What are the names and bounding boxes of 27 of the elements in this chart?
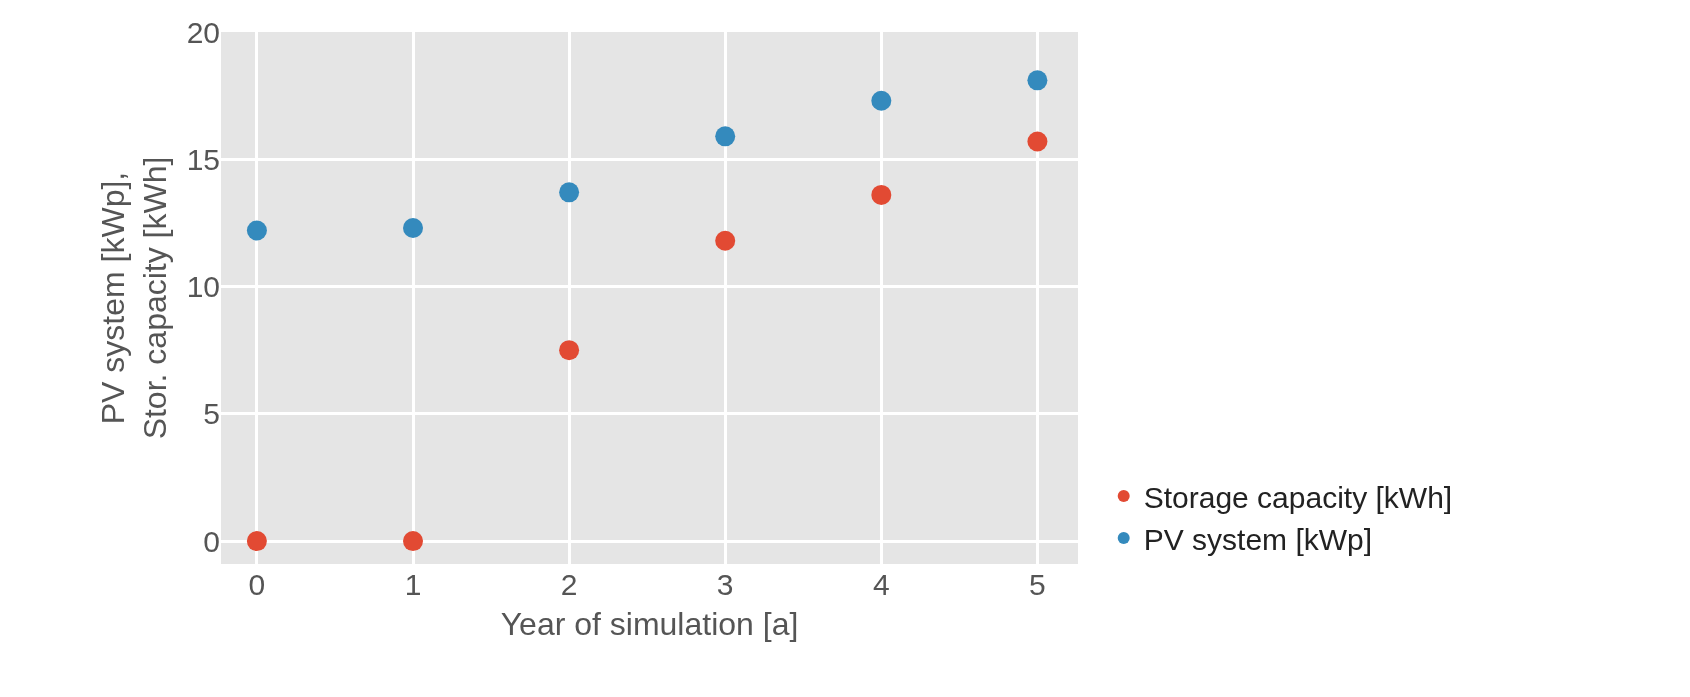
- point: [1027, 131, 1048, 152]
- x-axis-title: Year of simulation [a]: [500, 605, 799, 642]
- x-tick-label: 3: [716, 568, 734, 601]
- point: [871, 90, 892, 111]
- x-tick-label: 4: [872, 568, 890, 601]
- y-tick-label: 20: [186, 15, 220, 49]
- point: [871, 184, 892, 205]
- point: [1027, 70, 1048, 91]
- y-tick-label: 10: [186, 270, 220, 304]
- x-tick-label: 1: [404, 568, 422, 601]
- point: [403, 218, 424, 238]
- point: [715, 230, 736, 251]
- point: [246, 220, 267, 241]
- point: [403, 531, 424, 552]
- legend-label: PV system [kWp]: [1143, 522, 1373, 556]
- point: [715, 126, 736, 147]
- x-tick-label: 5: [1029, 568, 1046, 601]
- legend-label: Storage capacity [kWh]: [1143, 480, 1453, 514]
- y-tick-label: 0: [203, 524, 220, 558]
- x-tick-label: 2: [560, 568, 578, 601]
- point: [559, 340, 580, 361]
- point: [559, 182, 580, 203]
- y-tick-label: 15: [186, 142, 220, 176]
- x-tick-label: 0: [248, 568, 266, 601]
- y-tick-label: 5: [203, 397, 220, 431]
- point: [246, 531, 267, 552]
- y-axis-title: PV system [kWp], Stor. capacity [kWh]: [95, 156, 173, 440]
